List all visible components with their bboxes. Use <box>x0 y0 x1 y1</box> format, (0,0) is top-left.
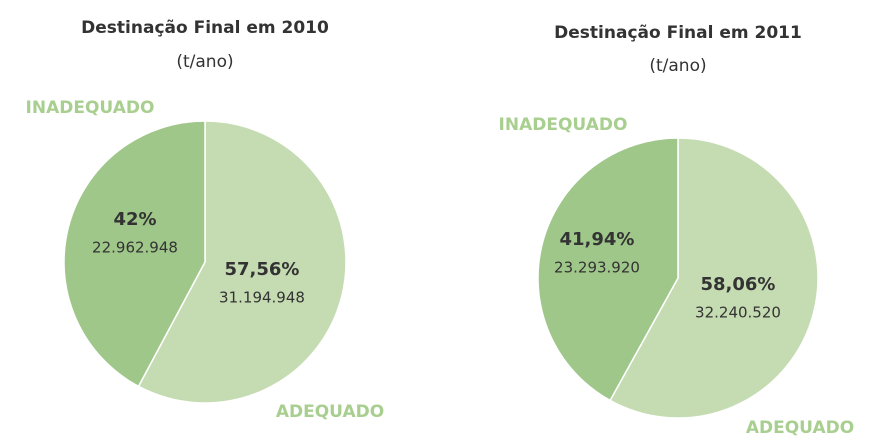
value-label: 58,06% <box>701 274 776 295</box>
chart-title: Destinação Final em 2011 <box>554 23 802 43</box>
chart-title: Destinação Final em 2010 <box>81 18 329 38</box>
value-label: 57,56% <box>225 259 300 280</box>
value-label: 41,94% <box>560 229 635 250</box>
amount-label: 31.194.948 <box>219 289 305 307</box>
category-label: ADEQUADO <box>746 418 854 438</box>
value-label: 42% <box>113 209 156 230</box>
amount-label: 32.240.520 <box>695 304 781 322</box>
pie-slice <box>609 137 819 419</box>
pie-slice <box>63 120 206 388</box>
category-label: ADEQUADO <box>276 402 384 422</box>
amount-label: 22.962.948 <box>92 239 178 257</box>
category-label: INADEQUADO <box>499 115 628 135</box>
pie-slice <box>137 120 347 404</box>
pie-slice <box>537 137 679 402</box>
chart-subtitle: (t/ano) <box>649 56 706 76</box>
category-label: INADEQUADO <box>26 98 155 118</box>
chart-subtitle: (t/ano) <box>176 52 233 72</box>
amount-label: 23.293.920 <box>554 259 640 277</box>
